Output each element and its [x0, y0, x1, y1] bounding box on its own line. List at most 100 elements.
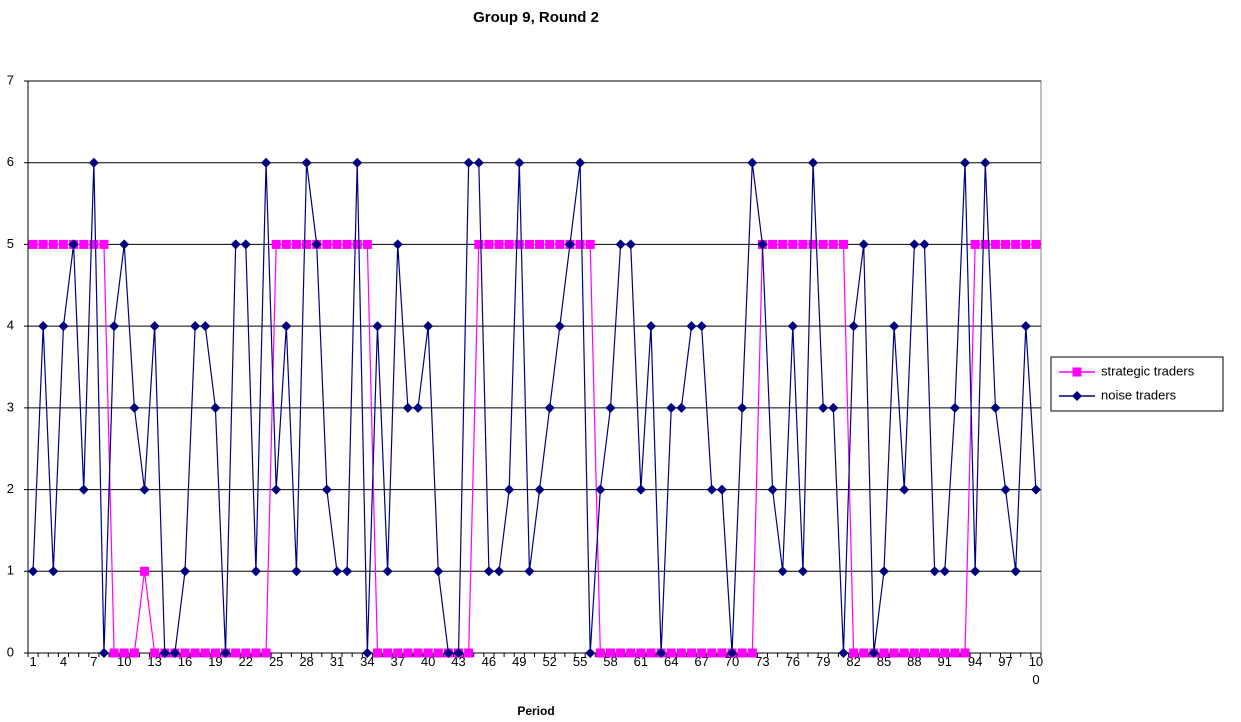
chart-title: Group 9, Round 2 [473, 9, 599, 26]
marker [747, 157, 758, 168]
marker [858, 239, 869, 250]
marker [514, 239, 524, 249]
marker [58, 321, 69, 332]
marker [190, 648, 200, 658]
marker [372, 321, 383, 332]
marker [261, 157, 272, 168]
x-tick-label: 91 [938, 654, 952, 669]
x-tick-label: 76 [786, 654, 800, 669]
marker [616, 648, 626, 658]
marker [777, 566, 788, 577]
marker [393, 648, 403, 658]
x-tick-label: 58 [603, 654, 617, 669]
plot-area [27, 80, 1042, 654]
marker [524, 239, 534, 249]
marker [38, 239, 48, 249]
marker [180, 648, 190, 658]
marker [849, 648, 859, 658]
marker [707, 648, 717, 658]
marker [321, 484, 332, 495]
marker [58, 239, 68, 249]
marker [686, 321, 697, 332]
marker [352, 239, 362, 249]
marker [554, 321, 565, 332]
x-tick-label: 64 [664, 654, 678, 669]
marker [139, 484, 150, 495]
marker [909, 648, 919, 658]
marker [767, 484, 778, 495]
marker [960, 648, 970, 658]
x-tick-label: 70 [725, 654, 739, 669]
marker [615, 239, 626, 250]
marker [879, 648, 889, 658]
marker [1020, 321, 1031, 332]
marker [291, 239, 301, 249]
x-tick-label: 67 [694, 654, 708, 669]
marker [433, 648, 443, 658]
marker [990, 239, 1000, 249]
marker [848, 321, 859, 332]
x-tick-label: 52 [542, 654, 556, 669]
marker [78, 484, 89, 495]
marker [68, 239, 79, 250]
y-tick-label: 7 [7, 72, 14, 87]
x-tick-label: 73 [755, 654, 769, 669]
x-tick-label: 28 [299, 654, 313, 669]
marker [1072, 391, 1082, 401]
marker [413, 648, 423, 658]
x-tick-label: 61 [634, 654, 648, 669]
x-tick-label: 40 [421, 654, 435, 669]
marker [899, 484, 910, 495]
marker [331, 566, 342, 577]
marker [382, 566, 393, 577]
series-line [32, 162, 1037, 654]
marker [585, 239, 595, 249]
marker [311, 239, 322, 250]
marker [757, 239, 768, 250]
x-tick-label: 16 [178, 654, 192, 669]
marker [950, 648, 960, 658]
x-tick-label: 4 [60, 654, 67, 669]
x-tick-label: 79 [816, 654, 830, 669]
marker [808, 239, 818, 249]
marker [474, 239, 484, 249]
marker [828, 239, 838, 249]
marker [1001, 239, 1011, 249]
marker [838, 239, 848, 249]
marker [818, 402, 829, 413]
marker [464, 648, 474, 658]
marker [271, 484, 282, 495]
marker [423, 648, 433, 658]
marker [544, 402, 555, 413]
marker [159, 648, 170, 658]
x-tick-label: 25 [269, 654, 283, 669]
marker [1011, 239, 1021, 249]
marker [291, 566, 302, 577]
marker [220, 648, 231, 658]
marker [1072, 367, 1082, 377]
marker [646, 648, 656, 658]
marker [402, 402, 413, 413]
marker [889, 648, 899, 658]
marker [392, 239, 403, 250]
marker [747, 648, 757, 658]
marker [575, 157, 586, 168]
series-line [33, 243, 1036, 654]
marker [99, 239, 109, 249]
marker [595, 648, 605, 658]
marker [362, 239, 372, 249]
x-tick-label: 82 [846, 654, 860, 669]
marker [636, 648, 646, 658]
y-tick-label: 3 [7, 399, 14, 414]
marker [494, 566, 505, 577]
y-tick-label: 0 [7, 644, 14, 659]
marker [990, 402, 1001, 413]
marker [433, 566, 444, 577]
marker [859, 648, 869, 658]
y-tick-label: 6 [7, 154, 14, 169]
marker [98, 648, 109, 658]
marker [48, 566, 59, 577]
x-tick-label: 94 [968, 654, 982, 669]
marker [980, 157, 991, 168]
marker [676, 402, 687, 413]
